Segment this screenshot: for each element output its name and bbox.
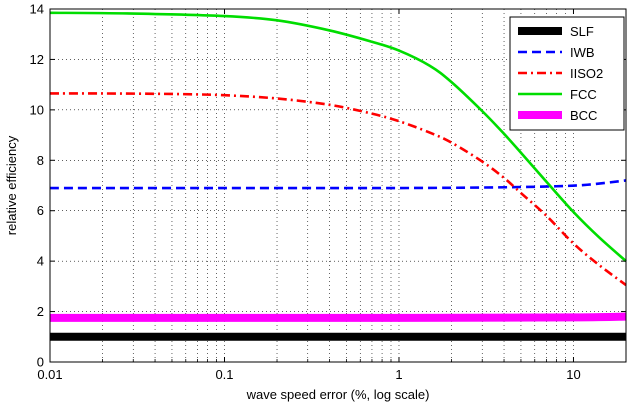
series-line-fcc bbox=[49, 11, 627, 263]
y-tick-label: 0 bbox=[37, 355, 44, 370]
plot-frame bbox=[49, 8, 627, 363]
y-tick-label: 10 bbox=[30, 102, 44, 117]
y-tick-label: 12 bbox=[30, 52, 44, 67]
x-tick-label: 10 bbox=[566, 367, 580, 382]
legend: SLF IWB IISO2 FCC BCC bbox=[509, 16, 625, 131]
legend-label-fcc: FCC bbox=[570, 87, 597, 102]
series-lines bbox=[49, 11, 627, 341]
axis-ticks: 0.01 0.1 1 10 0 2 4 6 8 10 12 14 bbox=[30, 2, 627, 382]
x-tick-label: 0.1 bbox=[215, 367, 233, 382]
y-tick-label: 14 bbox=[30, 2, 44, 17]
x-tick-label: 0.01 bbox=[37, 367, 62, 382]
y-axis-label: relative efficiency bbox=[4, 135, 19, 235]
series-line-iiso2 bbox=[49, 92, 627, 287]
x-axis-label: wave speed error (%, log scale) bbox=[246, 387, 430, 402]
y-tick-label: 8 bbox=[37, 153, 44, 168]
legend-label-iwb: IWB bbox=[570, 45, 595, 60]
y-tick-label: 6 bbox=[37, 203, 44, 218]
legend-label-bcc: BCC bbox=[570, 108, 597, 123]
y-tick-label: 2 bbox=[37, 304, 44, 319]
series-line-bcc bbox=[49, 312, 627, 322]
legend-label-slf: SLF bbox=[570, 24, 594, 39]
series-line-iwb bbox=[49, 179, 627, 190]
legend-label-iiso2: IISO2 bbox=[570, 66, 603, 81]
x-tick-label: 1 bbox=[395, 367, 402, 382]
y-tick-label: 4 bbox=[37, 254, 44, 269]
